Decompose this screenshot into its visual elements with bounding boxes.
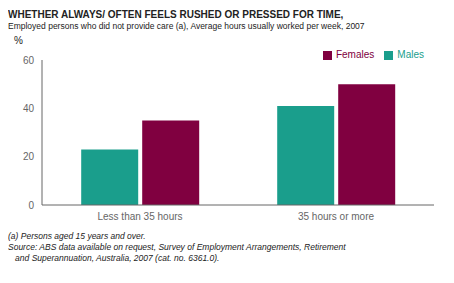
html-text:Females: Females [336,49,375,60]
html-text:Source: ABS data available on: Source: ABS data available on request, S… [8,242,346,252]
svg-text:35 hours or more: 35 hours or more [298,211,375,222]
svg-text:60: 60 [23,55,35,66]
html-text:Employed persons who did not p: Employed persons who did not provide car… [8,21,365,31]
html-text:WHETHER ALWAYS/ OFTEN FEELS RU: WHETHER ALWAYS/ OFTEN FEELS RUSHED OR PR… [8,9,344,20]
svg-text:Less than 35 hours: Less than 35 hours [97,211,182,222]
svg-text:20: 20 [23,151,35,162]
svg-text:40: 40 [23,103,35,114]
html-text:and Superannuation, Australia,: and Superannuation, Australia, 2007 (cat… [8,253,220,263]
svg-text:0: 0 [28,200,34,211]
html-text:Males: Males [397,49,424,60]
html-text:(a) Persons aged 15 years and: (a) Persons aged 15 years and over. [8,231,146,241]
